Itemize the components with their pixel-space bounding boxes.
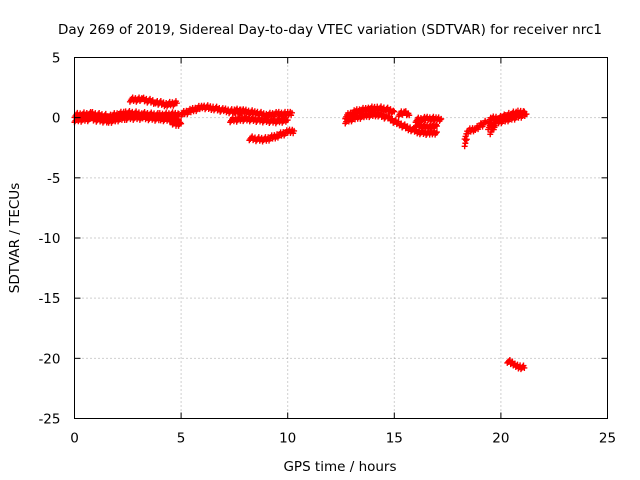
data-point: [177, 119, 184, 126]
chart-title: Day 269 of 2019, Sidereal Day-to-day VTE…: [58, 22, 602, 38]
x-tick-label: 15: [386, 431, 403, 447]
data-point: [463, 137, 470, 144]
data-point: [433, 130, 440, 137]
data-point: [438, 115, 445, 122]
y-tick-label: -20: [38, 351, 60, 367]
data-point: [433, 123, 440, 130]
data-point: [406, 112, 413, 119]
x-tick-label: 20: [492, 431, 509, 447]
data-point: [491, 124, 498, 131]
data-point: [390, 107, 397, 114]
y-tick-label: 0: [52, 111, 61, 127]
data-point: [433, 129, 440, 136]
data-point: [523, 111, 530, 118]
axis-ticks: 0 5 10 15 20 25 5 0 -5 -10 -15 -20 -25: [38, 51, 616, 447]
x-tick-label: 10: [279, 431, 296, 447]
data-point: [173, 100, 180, 107]
x-axis-label: GPS time / hours: [283, 459, 396, 475]
data-point: [288, 109, 295, 116]
data-point: [462, 140, 469, 147]
data-point: [291, 127, 298, 134]
x-tick-label: 5: [177, 431, 186, 447]
y-tick-label: -5: [47, 171, 60, 187]
data-point: [437, 116, 444, 123]
data-points: [71, 94, 530, 373]
y-tick-label: -15: [38, 291, 60, 307]
y-axis-label: SDTVAR / TECUs: [7, 183, 23, 293]
data-point: [463, 136, 470, 143]
y-tick-label: 5: [52, 51, 61, 67]
data-point: [521, 364, 528, 371]
data-point: [178, 120, 185, 127]
data-point: [461, 143, 468, 150]
data-point: [391, 108, 398, 115]
y-tick-label: -10: [38, 231, 60, 247]
data-point: [284, 117, 291, 124]
x-tick-label: 25: [599, 431, 616, 447]
x-tick-label: 0: [70, 431, 79, 447]
y-tick-label: -25: [38, 412, 60, 428]
